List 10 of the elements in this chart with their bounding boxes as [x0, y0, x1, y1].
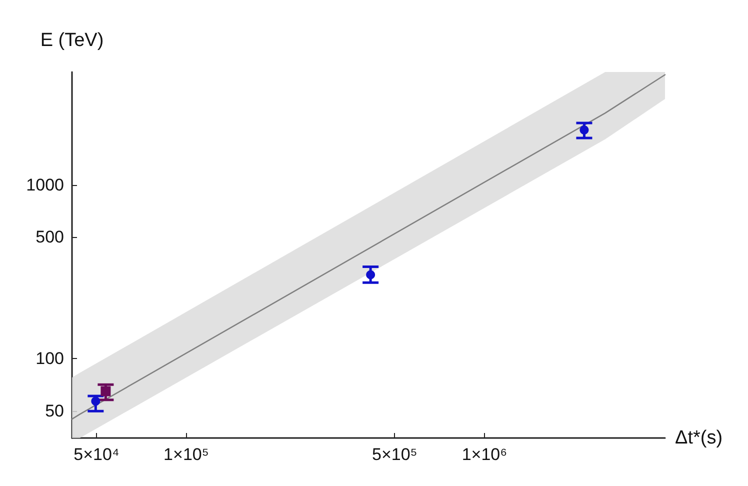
y-tick-label: 100 [36, 349, 64, 368]
y-tick-label: 500 [36, 228, 64, 247]
y-tick-label: 50 [45, 402, 64, 421]
x-tick-label: 5×10⁵ [372, 445, 418, 464]
y-tick-label: 1000 [26, 175, 64, 194]
y-axis-title: E (TeV) [40, 30, 104, 51]
x-axis-title: Δt*(s) [675, 428, 723, 448]
x-tick-label: 1×10⁵ [164, 445, 209, 464]
x-tick-label: 1×10⁶ [462, 445, 508, 464]
x-tick-label: 5×10⁴ [74, 445, 120, 464]
